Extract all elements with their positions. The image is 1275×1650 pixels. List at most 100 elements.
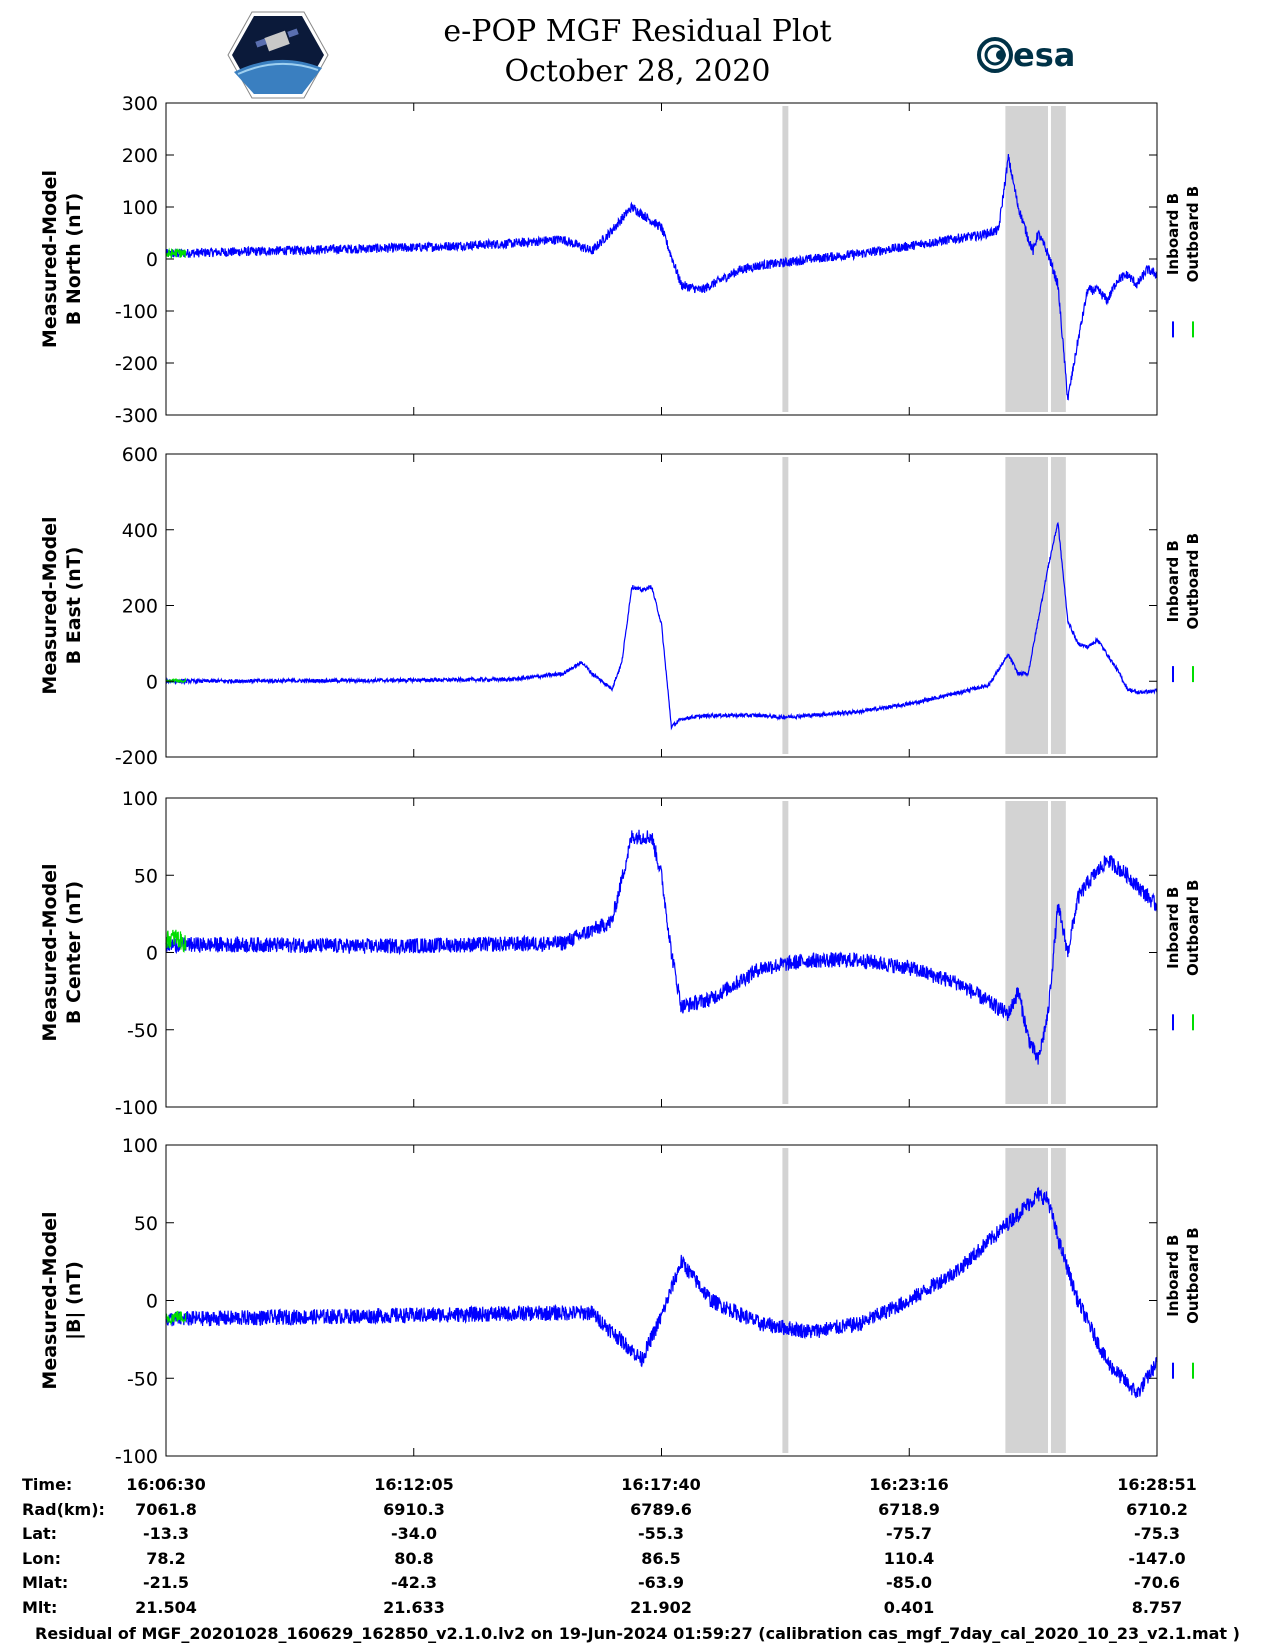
y-tick-label: -100 [115,301,158,323]
y-tick-label: 100 [122,1135,158,1157]
position-table-row: Lat: -13.3 -34.0 -55.3 -75.7 -75.3 [0,1524,1275,1548]
data-gap-shading [782,1148,789,1453]
y-tick-label: -200 [115,747,158,769]
y-axis-label: Measured-Model [39,1211,61,1389]
y-axis-label: Measured-Model [39,863,61,1041]
position-row-label: Rad(km): [22,1499,105,1519]
position-cell: -63.9 [637,1573,685,1592]
position-cell: -55.3 [637,1524,685,1543]
position-cell: -34.0 [390,1524,438,1543]
series-line-inboard-b [165,153,1158,401]
position-cell: 16:06:30 [126,1475,206,1494]
position-cell: -85.0 [885,1573,933,1592]
position-cell: 110.4 [883,1548,935,1568]
position-table-row: Rad(km): 7061.8 6910.3 6789.6 6718.9 6710.2 [0,1500,1275,1524]
position-cell: 16:23:16 [869,1475,949,1494]
data-gap-shading [1005,457,1048,754]
y-tick-label: 200 [122,596,158,618]
position-table-row: Lon: 78.2 80.8 86.5 110.4 -147.0 [0,1549,1275,1573]
series-line-outboard-b [165,677,187,684]
legend-entry-outboard: Outboard B [1184,879,1202,976]
series-line-outboard-b [165,929,187,953]
legend-entry-inboard: Inboard B [1164,1235,1182,1317]
position-cell: 78.2 [146,1548,186,1568]
y-tick-label: 100 [122,788,158,810]
position-row-label: Time: [22,1475,73,1494]
y-tick-label: -200 [115,353,158,375]
position-cell: -75.3 [1133,1524,1181,1543]
footer-caption: Residual of MGF_20201028_160629_162850_v… [35,1624,1240,1643]
y-tick-label: -50 [127,1368,158,1390]
y-axis-label: Measured-Model [39,516,61,694]
y-tick-label: 100 [122,197,158,219]
position-cell: 21.504 [135,1597,197,1617]
position-cell: 16:17:40 [621,1475,701,1494]
y-tick-label: 200 [122,145,158,167]
position-cell: 7061.8 [135,1499,197,1519]
legend-entry-inboard: Inboard B [1164,540,1182,622]
y-axis-label: B North (nT) [63,193,85,326]
data-gap-shading [782,801,789,1104]
y-tick-label: 0 [146,943,158,965]
data-gap-shading [1050,457,1066,754]
position-cell: 16:12:05 [374,1475,454,1494]
y-tick-label: 0 [146,1291,158,1313]
position-row-label: Lon: [22,1548,61,1568]
position-cell: 6710.2 [1126,1499,1188,1519]
series-line-inboard-b [165,521,1158,731]
position-cell: -42.3 [390,1573,438,1592]
y-axis-label: |B| (nT) [63,1261,85,1340]
data-gap-shading [1050,1148,1066,1453]
legend-entry-outboard: Outboard B [1184,1227,1202,1324]
position-cell: 8.757 [1131,1597,1183,1617]
position-cell: -13.3 [142,1524,190,1543]
y-tick-label: 50 [134,1213,158,1235]
position-cell: -75.7 [885,1524,933,1543]
plot-title: e-POP MGF Residual Plot [443,14,832,49]
position-cell: -21.5 [142,1573,190,1592]
y-tick-label: -100 [115,1097,158,1119]
y-axis-label: B Center (nT) [63,881,85,1024]
y-tick-label: 0 [146,249,158,271]
position-cell: 21.633 [383,1597,445,1617]
data-gap-shading [1005,801,1048,1104]
y-tick-label: 400 [122,520,158,542]
position-table-row: Time: 16:06:30 16:12:05 16:17:40 16:23:16 16:… [0,1475,1275,1499]
data-gap-shading [1005,106,1048,412]
position-table-row: Mlt: 21.504 21.633 21.902 0.401 8.757 [0,1598,1275,1622]
position-cell: 80.8 [394,1548,434,1568]
esa-logo: esa [977,36,1075,74]
plot-date: October 28, 2020 [504,54,771,89]
position-cell: 6910.3 [383,1499,445,1519]
legend-entry-outboard: Outboard B [1184,186,1202,283]
position-cell: 0.401 [883,1597,935,1617]
y-axis-label: B East (nT) [63,547,85,665]
cassiope-mission-logo [227,11,329,99]
series-line-inboard-b [165,1186,1158,1399]
y-tick-label: 300 [122,93,158,115]
position-cell: 21.902 [630,1597,692,1617]
y-tick-label: 600 [122,444,158,466]
position-row-label: Mlt: [22,1597,58,1617]
y-tick-label: -100 [115,1446,158,1468]
y-tick-label: -300 [115,405,158,427]
y-tick-label: 50 [134,865,158,887]
position-cell: 86.5 [641,1548,681,1568]
position-cell: 16:28:51 [1117,1475,1197,1494]
legend-entry-inboard: Inboard B [1164,887,1182,969]
legend-entry-outboard: Outboard B [1184,533,1202,630]
series-line-inboard-b [165,829,1158,1065]
data-gap-shading [1050,801,1066,1104]
position-row-label: Mlat: [22,1573,69,1592]
position-cell: 6789.6 [630,1499,692,1519]
series-line-outboard-b [165,1310,187,1326]
position-row-label: Lat: [22,1524,58,1543]
position-cell: 6718.9 [878,1499,940,1519]
series-line-outboard-b [165,247,186,259]
legend-entry-inboard: Inboard B [1164,193,1182,275]
y-axis-label: Measured-Model [39,170,61,348]
data-gap-shading [782,457,789,754]
position-cell: -147.0 [1128,1548,1186,1568]
esa-logo-text: esa [1013,36,1075,74]
